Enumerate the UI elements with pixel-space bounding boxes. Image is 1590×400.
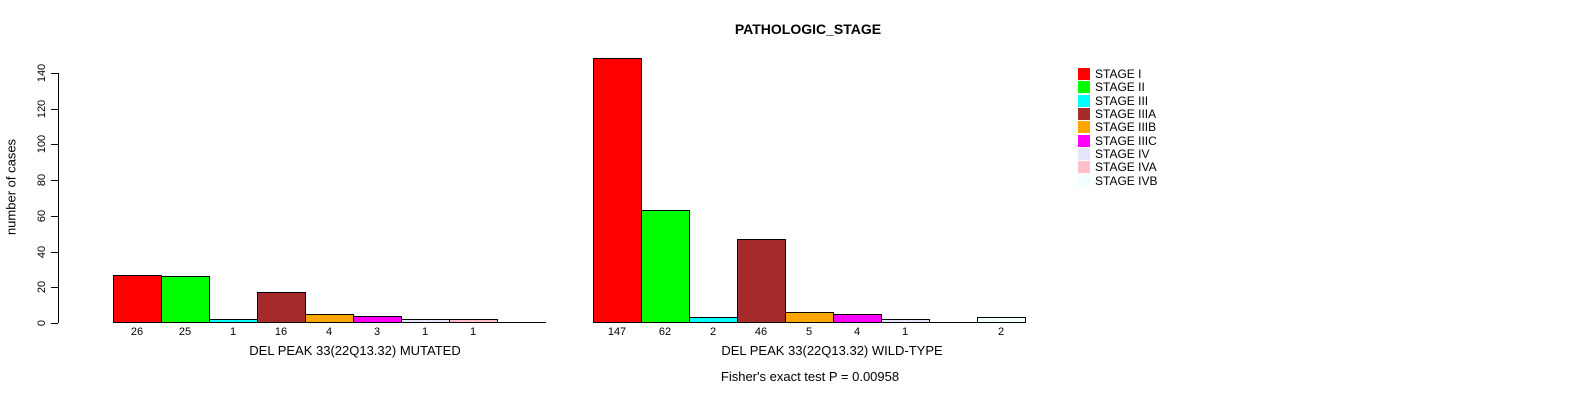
y-tick-label: 100 bbox=[36, 135, 48, 154]
y-axis-title: number of cases bbox=[3, 138, 19, 236]
bar-stage-i-wild-type bbox=[593, 58, 642, 323]
bar-value-label: 25 bbox=[178, 326, 192, 338]
bar-stage-iiic-wild-type bbox=[833, 314, 882, 323]
legend-label: STAGE IIIC bbox=[1095, 133, 1157, 148]
y-tick-label: 60 bbox=[36, 209, 48, 222]
bar-stage-iiib-mutated bbox=[305, 314, 354, 323]
bar-stage-iv-mutated bbox=[401, 319, 450, 323]
group-label-mutated: DEL PEAK 33(22Q13.32) MUTATED bbox=[249, 343, 461, 358]
bar-stage-ivb-mutated bbox=[497, 322, 546, 323]
bar-value-label: 1 bbox=[421, 326, 429, 338]
y-tick bbox=[51, 323, 58, 324]
y-tick bbox=[51, 180, 58, 182]
bar-stage-iv-wild-type bbox=[881, 319, 930, 323]
legend-label: STAGE II bbox=[1095, 80, 1145, 95]
legend-label: STAGE IVB bbox=[1095, 173, 1158, 188]
y-tick bbox=[51, 144, 58, 146]
legend-label: STAGE IV bbox=[1095, 147, 1150, 162]
bar-stage-iiib-wild-type bbox=[785, 312, 834, 323]
bar-stage-iiia-mutated bbox=[257, 292, 306, 323]
bar-stage-iva-mutated bbox=[449, 319, 498, 323]
bar-stage-ii-mutated bbox=[161, 276, 210, 323]
bar-value-label: 46 bbox=[754, 326, 768, 338]
y-tick bbox=[51, 287, 58, 289]
y-tick bbox=[51, 251, 58, 253]
bar-stage-ii-wild-type bbox=[641, 210, 690, 323]
legend-swatch-stage-iva bbox=[1078, 161, 1090, 174]
legend-swatch-stage-ii bbox=[1078, 81, 1090, 94]
y-tick bbox=[51, 215, 58, 217]
bar-value-label: 16 bbox=[274, 326, 288, 338]
bar-value-label: 2 bbox=[709, 326, 717, 338]
legend-swatch-stage-iv bbox=[1078, 148, 1090, 161]
bar-value-label: 62 bbox=[658, 326, 672, 338]
legend-swatch-stage-iiib bbox=[1078, 121, 1090, 134]
bar-value-label: 5 bbox=[805, 326, 813, 338]
bar-stage-iiia-wild-type bbox=[737, 239, 786, 323]
y-tick-label: 120 bbox=[36, 99, 48, 118]
bar-value-label: 3 bbox=[373, 326, 381, 338]
y-tick bbox=[51, 73, 58, 74]
bar-value-label: 1 bbox=[229, 326, 237, 338]
bar-stage-iii-mutated bbox=[209, 319, 258, 323]
legend-swatch-stage-iiic bbox=[1078, 134, 1090, 147]
legend-swatch-stage-iii bbox=[1078, 94, 1090, 107]
chart-title: PATHOLOGIC_STAGE bbox=[734, 21, 882, 37]
legend-label: STAGE IVA bbox=[1095, 160, 1157, 175]
bar-value-label: 4 bbox=[853, 326, 861, 338]
bar-stage-iiic-mutated bbox=[353, 316, 402, 323]
legend-swatch-stage-iiia bbox=[1078, 108, 1090, 121]
bar-stage-i-mutated bbox=[113, 275, 162, 323]
y-tick-label: 40 bbox=[36, 245, 48, 258]
y-axis-line bbox=[58, 73, 59, 323]
legend-label: STAGE III bbox=[1095, 93, 1149, 108]
y-tick-label: 140 bbox=[36, 63, 48, 83]
bar-stage-ivb-wild-type bbox=[977, 317, 1026, 323]
legend-swatch-stage-ivb bbox=[1078, 174, 1090, 187]
y-tick-label: 80 bbox=[36, 174, 48, 187]
legend-label: STAGE I bbox=[1095, 67, 1142, 81]
legend-label: STAGE IIIB bbox=[1095, 120, 1157, 135]
bar-value-label: 1 bbox=[469, 326, 477, 338]
group-label-wild-type: DEL PEAK 33(22Q13.32) WILD-TYPE bbox=[721, 343, 943, 358]
bar-value-label: 2 bbox=[997, 326, 1005, 338]
fisher-test-annotation: Fisher's exact test P = 0.00958 bbox=[720, 369, 900, 384]
legend-label: STAGE IIIA bbox=[1095, 107, 1157, 122]
bar-value-label: 26 bbox=[130, 326, 144, 338]
legend-swatch-stage-i bbox=[1078, 68, 1090, 80]
bar-stage-iii-wild-type bbox=[689, 317, 738, 323]
bar-stage-iva-wild-type bbox=[929, 322, 978, 323]
y-tick bbox=[51, 108, 58, 110]
y-tick-label: 20 bbox=[36, 281, 48, 294]
bar-value-label: 147 bbox=[607, 326, 627, 338]
bar-value-label: 1 bbox=[901, 326, 909, 338]
y-tick-label: 0 bbox=[36, 319, 48, 327]
bar-value-label: 4 bbox=[325, 326, 333, 338]
